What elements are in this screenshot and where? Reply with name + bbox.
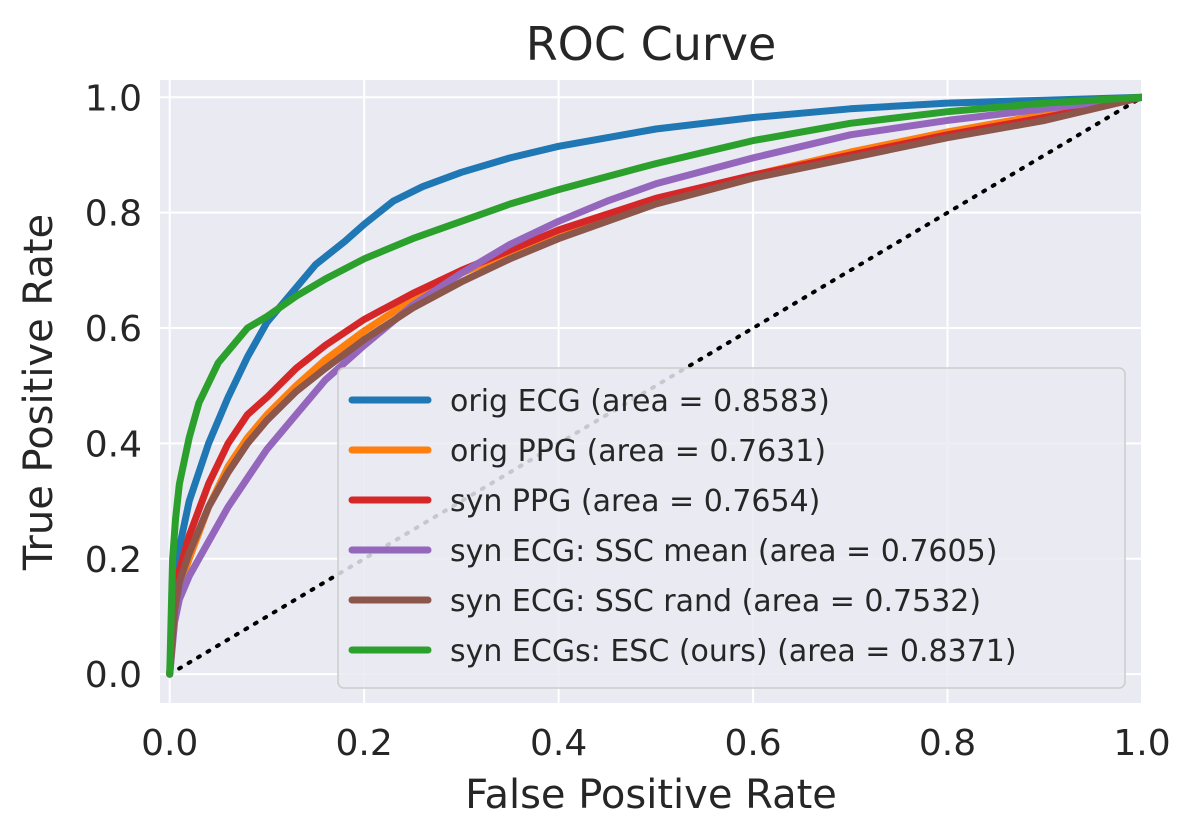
legend: orig ECG (area = 0.8583) orig PPG (area =…: [337, 367, 1126, 689]
legend-label: orig ECG (area = 0.8583): [450, 384, 830, 419]
x-tick-label: 1.0: [1113, 723, 1170, 764]
x-tick-labels: 0.0 0.2 0.4 0.6 0.8 1.0: [141, 723, 1171, 764]
legend-box: [337, 367, 1126, 689]
x-tick-label: 0.6: [724, 723, 781, 764]
x-tick-label: 0.8: [919, 723, 976, 764]
chance-line: [167, 95, 1142, 677]
x-tick-label: 0.0: [141, 723, 198, 764]
y-tick-label: 0.0: [85, 655, 142, 696]
y-tick-label: 0.4: [85, 424, 142, 465]
series-line: [166, 93, 1142, 678]
y-tick-label: 1.0: [85, 78, 142, 119]
series-line: [166, 93, 1142, 678]
y-tick-labels: 0.0 0.2 0.4 0.6 0.8 1.0: [85, 78, 142, 696]
legend-label: syn ECG: SSC rand (area = 0.7532): [450, 584, 981, 619]
series-group: [166, 93, 1142, 678]
x-tick-label: 0.2: [336, 723, 393, 764]
series-line: [166, 93, 1142, 678]
y-axis-label: True Positive Rate: [16, 214, 62, 571]
y-tick-label: 0.2: [85, 540, 142, 581]
legend-label: orig PPG (area = 0.7631): [450, 434, 826, 469]
y-tick-label: 0.6: [85, 309, 142, 350]
y-tick-label: 0.8: [85, 194, 142, 235]
legend-label: syn ECG: SSC mean (area = 0.7605): [450, 534, 997, 569]
legend-label: syn PPG (area = 0.7654): [450, 484, 820, 519]
x-axis-label: False Positive Rate: [465, 772, 837, 818]
legend-label: syn ECGs: ESC (ours) (area = 0.8371): [450, 634, 1017, 669]
x-tick-label: 0.4: [530, 723, 587, 764]
chart-title: ROC Curve: [526, 17, 777, 71]
